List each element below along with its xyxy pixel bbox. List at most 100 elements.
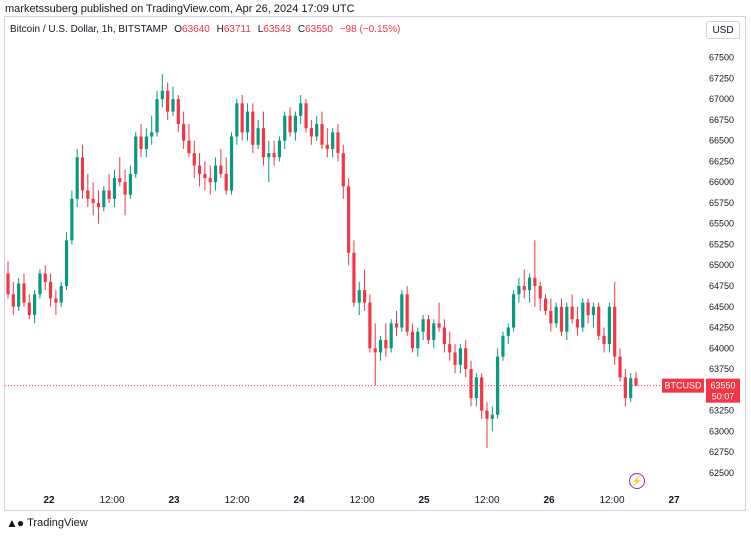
candle bbox=[86, 173, 90, 208]
candle-body bbox=[203, 173, 207, 179]
candle bbox=[442, 319, 447, 353]
candle-body bbox=[213, 165, 218, 183]
candle bbox=[283, 111, 287, 149]
candle bbox=[224, 157, 228, 195]
candle-body bbox=[331, 132, 335, 149]
candle-body bbox=[325, 144, 329, 149]
candle-body bbox=[501, 335, 505, 357]
currency-button[interactable]: USD bbox=[706, 21, 740, 39]
candle bbox=[331, 128, 335, 158]
symbol-tag-text: BTCUSD bbox=[664, 381, 702, 391]
candle bbox=[48, 273, 53, 307]
candle bbox=[54, 290, 58, 316]
candle bbox=[597, 302, 601, 340]
candle bbox=[187, 124, 191, 158]
candle-body bbox=[347, 186, 351, 253]
candle bbox=[554, 302, 558, 328]
candles bbox=[6, 74, 638, 448]
candle bbox=[75, 148, 79, 208]
candle bbox=[27, 294, 31, 320]
candle bbox=[352, 240, 356, 307]
price-tick-label: 64000 bbox=[709, 343, 734, 353]
candle bbox=[171, 86, 175, 116]
candle-body bbox=[235, 103, 239, 137]
candle-body bbox=[245, 111, 250, 133]
symbol-name: Bitcoin / U.S. Dollar, 1h, BITSTAMP bbox=[10, 24, 168, 35]
candle bbox=[197, 153, 202, 187]
candle bbox=[485, 402, 489, 448]
candle-body bbox=[272, 153, 276, 158]
candle bbox=[256, 119, 260, 149]
candle bbox=[192, 140, 196, 179]
candle-body bbox=[166, 90, 170, 112]
time-tick-label: 22 bbox=[43, 495, 55, 506]
candle-body bbox=[565, 306, 569, 332]
candle-body bbox=[575, 319, 580, 328]
candle-body bbox=[591, 306, 596, 316]
candle bbox=[155, 90, 159, 137]
candle-body bbox=[373, 348, 377, 353]
candle bbox=[618, 348, 622, 382]
candle-body bbox=[549, 310, 553, 324]
candle bbox=[453, 344, 457, 374]
candle bbox=[118, 157, 122, 187]
candle-body bbox=[554, 306, 558, 324]
candle-body bbox=[453, 352, 457, 365]
candle bbox=[416, 327, 420, 357]
candle bbox=[373, 323, 377, 386]
price-tick-label: 66000 bbox=[709, 177, 734, 187]
candle bbox=[448, 331, 452, 361]
candle bbox=[288, 107, 292, 137]
candle-body bbox=[48, 281, 53, 299]
candle-body bbox=[607, 306, 611, 345]
candle-body bbox=[102, 190, 106, 208]
high-value: 63711 bbox=[223, 24, 251, 35]
candle bbox=[458, 344, 462, 374]
tradingview-logo-icon: ▲● bbox=[6, 516, 24, 530]
candle-body bbox=[251, 111, 255, 145]
candle-body bbox=[27, 302, 31, 316]
candle-body bbox=[123, 182, 127, 195]
candle bbox=[629, 373, 633, 403]
price-tick-label: 67000 bbox=[709, 94, 734, 104]
price-tick-label: 63250 bbox=[709, 406, 734, 416]
price-tick-label: 64500 bbox=[709, 302, 734, 312]
candle bbox=[160, 74, 164, 108]
candle-body bbox=[118, 178, 122, 183]
candle bbox=[527, 273, 532, 303]
candle bbox=[17, 277, 21, 311]
price-tag-bg bbox=[706, 378, 740, 403]
candle-body bbox=[480, 377, 484, 411]
candle-body bbox=[293, 115, 297, 133]
close-value: 63550 bbox=[305, 24, 333, 35]
candle-body bbox=[192, 153, 196, 166]
candle bbox=[437, 302, 441, 332]
candle bbox=[368, 294, 372, 353]
candle-body bbox=[261, 128, 266, 158]
candle bbox=[33, 290, 37, 324]
candle bbox=[490, 406, 494, 432]
candle-body bbox=[112, 178, 117, 199]
candle bbox=[602, 327, 606, 353]
candle bbox=[128, 165, 133, 199]
price-tick-label: 65750 bbox=[709, 198, 734, 208]
price-tick-label: 62750 bbox=[709, 447, 734, 457]
price-tick-label: 63000 bbox=[709, 426, 734, 436]
candle-body bbox=[432, 323, 436, 340]
price-tick-label: 65500 bbox=[709, 219, 734, 229]
time-tick-label: 24 bbox=[293, 495, 305, 506]
candle bbox=[517, 277, 521, 303]
candle-body bbox=[267, 153, 271, 158]
candle-body bbox=[80, 157, 85, 191]
lightning-icon[interactable]: ⚡ bbox=[629, 473, 645, 489]
candle bbox=[139, 124, 143, 158]
candle bbox=[91, 182, 95, 216]
candle-body bbox=[570, 306, 574, 320]
candle-body bbox=[59, 285, 63, 303]
candle-body bbox=[384, 339, 388, 349]
candle-body bbox=[299, 103, 303, 116]
footer-brand[interactable]: TradingView bbox=[27, 517, 88, 529]
candle-body bbox=[464, 348, 468, 370]
candle-body bbox=[368, 302, 372, 349]
